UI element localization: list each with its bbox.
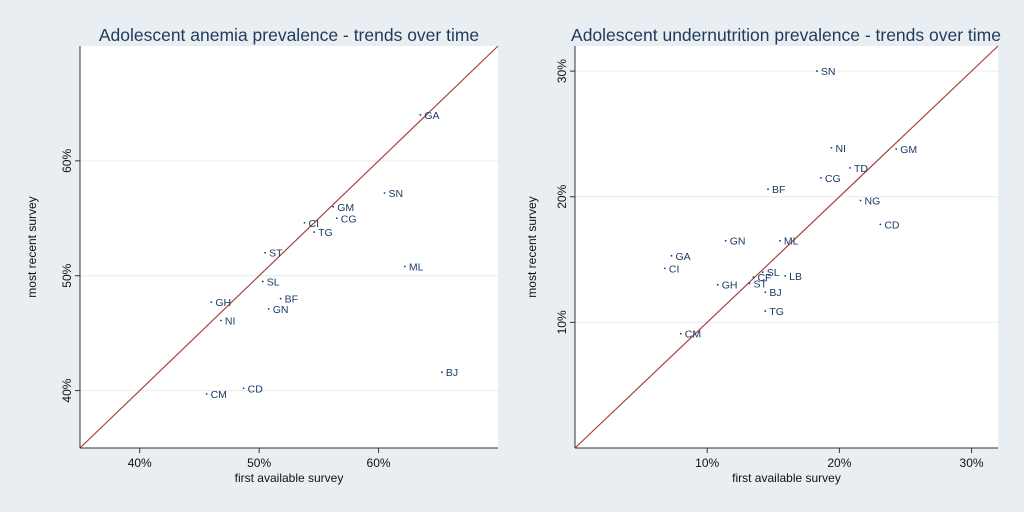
data-point-ni [220,319,222,322]
y-tick-label: 50% [60,263,74,287]
chart-panel-1: 40% 50% 60% 40% 50% 60% Adolescent anemia prev… [25,25,499,485]
point-label-gn: GN [730,236,746,248]
data-point-cg [335,217,338,220]
data-point-cm [679,332,682,335]
point-label-gh: GH [722,280,738,292]
data-point-bf [767,188,769,191]
point-label-sn: SN [389,188,404,200]
point-label-ni: NI [835,143,846,155]
point-label-cd: CD [248,383,264,395]
data-point-gn [724,239,727,242]
chart-panel-2: 10% 20% 30%10%20%30%Adolescent undernutrit… [525,25,1001,485]
data-point-sl [761,271,764,274]
point-label-td: TD [854,163,868,175]
point-label-cg: CG [341,213,357,225]
x-tick-label: 30% [960,456,984,470]
data-point-gm [895,148,898,150]
point-label-tg: TG [769,306,784,318]
point-label-ci: CI [669,263,680,275]
point-label-gm: GM [337,202,354,214]
point-label-gh: GH [215,297,231,309]
point-label-ng: NG [865,196,881,208]
data-point-gm [332,205,335,208]
chart-title: Adolescent anemia prevalence - trends ov… [99,25,479,45]
point-label-ga: GA [675,251,690,263]
data-point-bj [764,291,767,294]
data-point-cd [242,387,245,390]
point-label-st: ST [753,278,767,290]
point-label-tg: TG [318,227,333,239]
point-label-bf: BF [772,184,785,196]
y-tick-label: 20% [555,184,569,208]
y-tick-label: 60% [60,149,74,173]
data-point-bj [440,371,443,374]
point-label-cg: CG [825,173,841,185]
x-tick-label: 50% [247,456,271,470]
data-point-cd [879,223,882,226]
y-tick-label: 30% [555,59,569,83]
data-point-td [849,166,851,169]
point-label-sl: SL [267,276,280,288]
point-label-cd: CD [884,219,900,231]
x-axis-label: first available survey [235,471,344,485]
data-point-tg [764,310,767,312]
point-label-ml: ML [409,262,424,274]
x-tick-label: 10% [695,456,719,470]
data-point-ci [303,221,306,224]
data-point-tg [313,231,315,233]
data-point-sn [816,70,818,73]
point-label-ci: CI [309,218,320,230]
data-point-ml [778,239,781,242]
point-label-cm: CM [685,329,701,341]
point-label-lb: LB [789,271,802,283]
point-label-bf: BF [285,294,298,306]
data-point-ng [859,199,862,202]
data-point-bf [279,297,282,300]
data-point-st [748,282,751,285]
x-tick-label: 20% [827,456,851,470]
chart-title: Adolescent undernutrition prevalence - t… [571,25,1001,45]
x-axis-label: first available survey [732,471,841,485]
point-label-bj: BJ [446,367,458,379]
reference-line [79,45,499,449]
point-label-sl: SL [767,267,780,279]
data-point-gn [267,308,270,310]
data-point-gh [716,283,719,286]
y-axis-label: most recent survey [525,196,539,297]
point-label-cf: CF [757,272,771,284]
data-point-sl [261,280,264,283]
data-point-cm [205,393,208,395]
data-point-cg [819,177,822,179]
point-label-ml: ML [784,236,799,248]
x-tick-label: 40% [128,456,152,470]
data-point-gh [210,301,213,304]
data-point-ci [663,267,666,270]
point-label-sn: SN [821,66,836,78]
point-label-ga: GA [424,110,439,122]
point-label-ni: NI [225,316,236,328]
y-tick-label: 10% [555,310,569,334]
data-point-ni [830,146,833,149]
point-label-bj: BJ [769,287,781,299]
point-label-st: ST [269,248,283,260]
y-axis-label: most recent survey [25,196,39,297]
y-tick-label: 40% [60,378,74,402]
data-point-ga [419,114,422,116]
data-point-lb [784,274,787,277]
point-label-cm: CM [211,389,227,401]
x-tick-label: 60% [367,456,391,470]
data-point-cf [752,276,755,279]
data-point-ga [670,254,673,257]
point-label-gm: GM [900,144,917,156]
data-point-ml [403,265,406,268]
data-point-sn [383,192,386,194]
data-point-st [264,251,267,254]
reference-line [574,45,999,449]
point-label-gn: GN [273,304,289,316]
